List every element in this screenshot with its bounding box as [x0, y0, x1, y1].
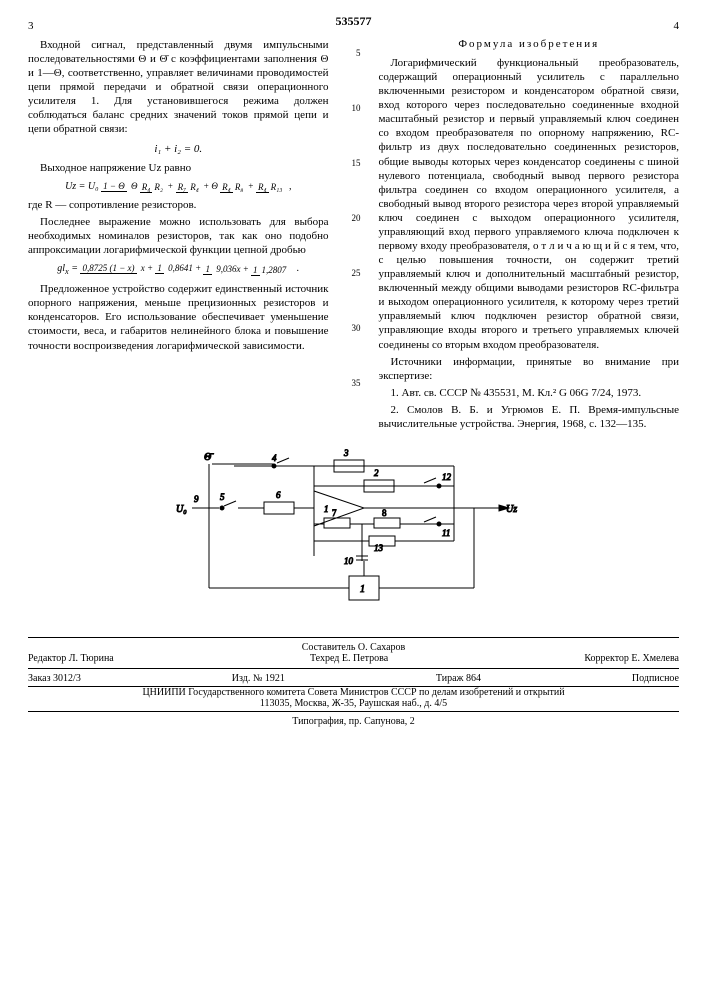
svg-text:4: 4	[272, 453, 277, 463]
svg-text:13: 13	[374, 543, 384, 553]
credits-block: Составитель О. Сахаров Редактор Л. Тюрин…	[28, 637, 679, 727]
left-p4: Последнее выражение можно использовать д…	[28, 215, 329, 257]
document-number: 535577	[336, 14, 372, 29]
svg-text:Θ̄: Θ̄	[204, 452, 214, 463]
line-markers: 5 10 15 20 25 30 35	[347, 38, 361, 388]
right-p4: 2. Смолов В. Б. и Угрюмов Е. П. Время-им…	[379, 403, 680, 431]
main-columns: Входной сигнал, представленный двумя имп…	[28, 38, 679, 434]
svg-text:6: 6	[276, 490, 281, 500]
svg-text:11: 11	[442, 528, 450, 538]
page-right: 4	[674, 20, 680, 32]
circuit-diagram: 4 3 Θ̄ U₀ 9 5 6 2 12	[164, 446, 544, 619]
right-column: Формула изобретения Логарифмический функ…	[379, 38, 680, 434]
left-p5: Предложенное устройство содержит единств…	[28, 282, 329, 352]
formula-gl: glx = 0,8725 (1 − x) x + 1 0,8641 + 1 9,…	[28, 263, 329, 276]
svg-text:Uz: Uz	[506, 504, 517, 515]
page-left: 3	[28, 20, 34, 32]
svg-text:3: 3	[343, 448, 349, 458]
editor: Редактор Л. Тюрина	[28, 653, 114, 664]
left-column: Входной сигнал, представленный двумя имп…	[28, 38, 329, 434]
svg-text:7: 7	[332, 508, 337, 518]
svg-text:12: 12	[442, 472, 452, 482]
compiler: Составитель О. Сахаров	[302, 642, 406, 653]
left-p2: Выходное напряжение Uz равно	[28, 161, 329, 175]
svg-text:1: 1	[360, 584, 365, 595]
svg-text:8: 8	[382, 508, 387, 518]
left-p1: Входной сигнал, представленный двумя имп…	[28, 38, 329, 137]
right-p2: Источники информации, принятые во вниман…	[379, 355, 680, 383]
svg-text:U₀: U₀	[176, 504, 187, 515]
typography-line: Типография, пр. Сапунова, 2	[28, 716, 679, 727]
svg-text:2: 2	[374, 468, 379, 478]
right-p3: 1. Авт. св. СССР № 435531, М. Кл.² G 06G…	[379, 386, 680, 400]
techred: Техред Е. Петрова	[310, 653, 388, 664]
svg-text:10: 10	[344, 556, 354, 566]
corrector: Корректор Е. Хмелева	[584, 653, 679, 664]
formula-balance: i₁ + i₂ = 0.	[28, 143, 329, 155]
publication-info: Заказ 3012/3 Изд. № 1921 Тираж 864 Подпи…	[28, 673, 679, 709]
left-p3: где R — сопротивление резисторов.	[28, 198, 329, 212]
formula-uz: Uz = U₀ 1 − Θ Θ R₄R₂ + R₇R₄ + Θ R₄R₈ + R…	[28, 181, 329, 192]
svg-text:9: 9	[194, 494, 199, 504]
claims-title: Формула изобретения	[379, 38, 680, 50]
svg-text:5: 5	[220, 492, 225, 502]
right-p1: Логарифмический функциональный преобразо…	[379, 56, 680, 352]
svg-text:1: 1	[324, 504, 329, 514]
